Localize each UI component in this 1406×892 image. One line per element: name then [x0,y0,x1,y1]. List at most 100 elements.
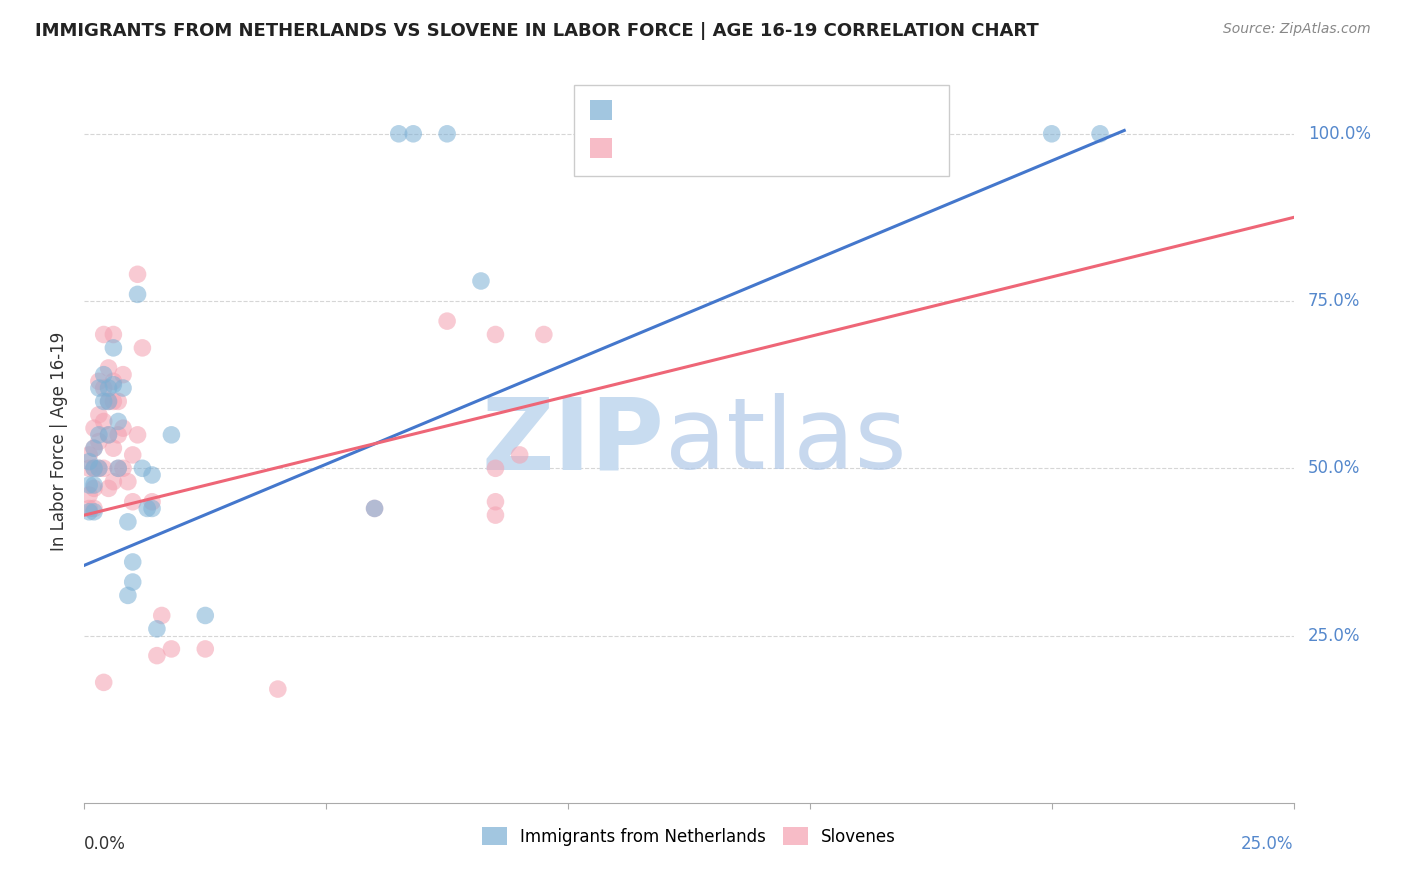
Point [136,501,159,516]
Point [127,427,149,442]
Point [87,375,110,389]
Point [77,461,100,475]
Point [97,394,120,409]
Point [141,501,163,516]
Point [509,448,531,462]
Point [83,442,105,455]
Point [83,505,105,519]
Point [127,287,149,301]
Point [1088,127,1111,141]
FancyBboxPatch shape [574,86,949,176]
Point [87,408,110,422]
Point [83,482,105,496]
Text: 100.0%: 100.0% [1308,125,1371,143]
Text: 25.0%: 25.0% [1241,835,1294,854]
Point [103,377,125,392]
Y-axis label: In Labor Force | Age 16-19: In Labor Force | Age 16-19 [51,332,69,551]
Point [267,681,290,696]
Point [97,361,120,376]
Point [97,381,120,395]
Point [87,427,110,442]
Point [436,314,458,328]
Point [107,427,129,442]
Point [1040,127,1063,141]
Point [103,394,125,409]
Point [484,508,506,523]
Text: atlas: atlas [665,393,907,490]
Text: Source: ZipAtlas.com: Source: ZipAtlas.com [1223,22,1371,37]
Text: ZIP: ZIP [482,393,665,490]
Point [146,622,169,636]
Text: 75.0%: 75.0% [1308,292,1361,310]
FancyBboxPatch shape [589,100,612,120]
Point [83,442,105,455]
Point [77,455,100,469]
Point [117,475,139,489]
Point [160,642,183,657]
Point [87,434,110,449]
Point [436,127,458,141]
Point [484,461,506,475]
Point [93,368,115,382]
Point [127,268,149,282]
Point [83,421,105,435]
Text: 50.0%: 50.0% [1308,459,1361,477]
Point [103,442,125,455]
FancyBboxPatch shape [589,138,612,158]
Point [97,427,120,442]
Point [141,494,163,508]
Point [117,515,139,529]
Point [363,501,385,516]
Point [194,608,217,623]
Point [121,555,143,569]
Point [93,394,115,409]
Point [83,478,105,492]
Point [131,341,153,355]
Point [112,421,135,435]
Point [77,488,100,502]
Point [77,501,100,516]
Point [103,341,125,355]
Point [470,274,492,288]
Point [388,127,411,141]
Point [103,475,125,489]
Point [484,494,506,508]
Point [107,461,129,475]
Point [87,461,110,475]
Point [103,327,125,342]
Point [103,375,125,389]
Point [93,675,115,690]
Legend: Immigrants from Netherlands, Slovenes: Immigrants from Netherlands, Slovenes [475,821,903,852]
Point [150,608,173,623]
Point [121,494,143,508]
Point [484,327,506,342]
Point [107,394,129,409]
Point [87,461,110,475]
Point [77,448,100,462]
Point [97,394,120,409]
Point [112,381,135,395]
Point [93,414,115,429]
Point [146,648,169,663]
Point [160,427,183,442]
Point [83,461,105,475]
Point [107,461,129,475]
Point [83,461,105,475]
Text: R =  0.571   N = 38: R = 0.571 N = 38 [607,103,783,122]
Point [112,461,135,475]
Text: IMMIGRANTS FROM NETHERLANDS VS SLOVENE IN LABOR FORCE | AGE 16-19 CORRELATION CH: IMMIGRANTS FROM NETHERLANDS VS SLOVENE I… [35,22,1039,40]
Point [363,501,385,516]
Point [402,127,425,141]
Point [93,381,115,395]
Point [77,478,100,492]
Point [194,642,217,657]
Point [93,327,115,342]
Point [533,327,555,342]
Point [87,381,110,395]
Point [97,427,120,442]
Point [117,589,139,603]
Point [107,414,129,429]
Text: R =  0.498   N = 53: R = 0.498 N = 53 [607,140,783,158]
Text: 25.0%: 25.0% [1308,626,1361,645]
Point [112,368,135,382]
